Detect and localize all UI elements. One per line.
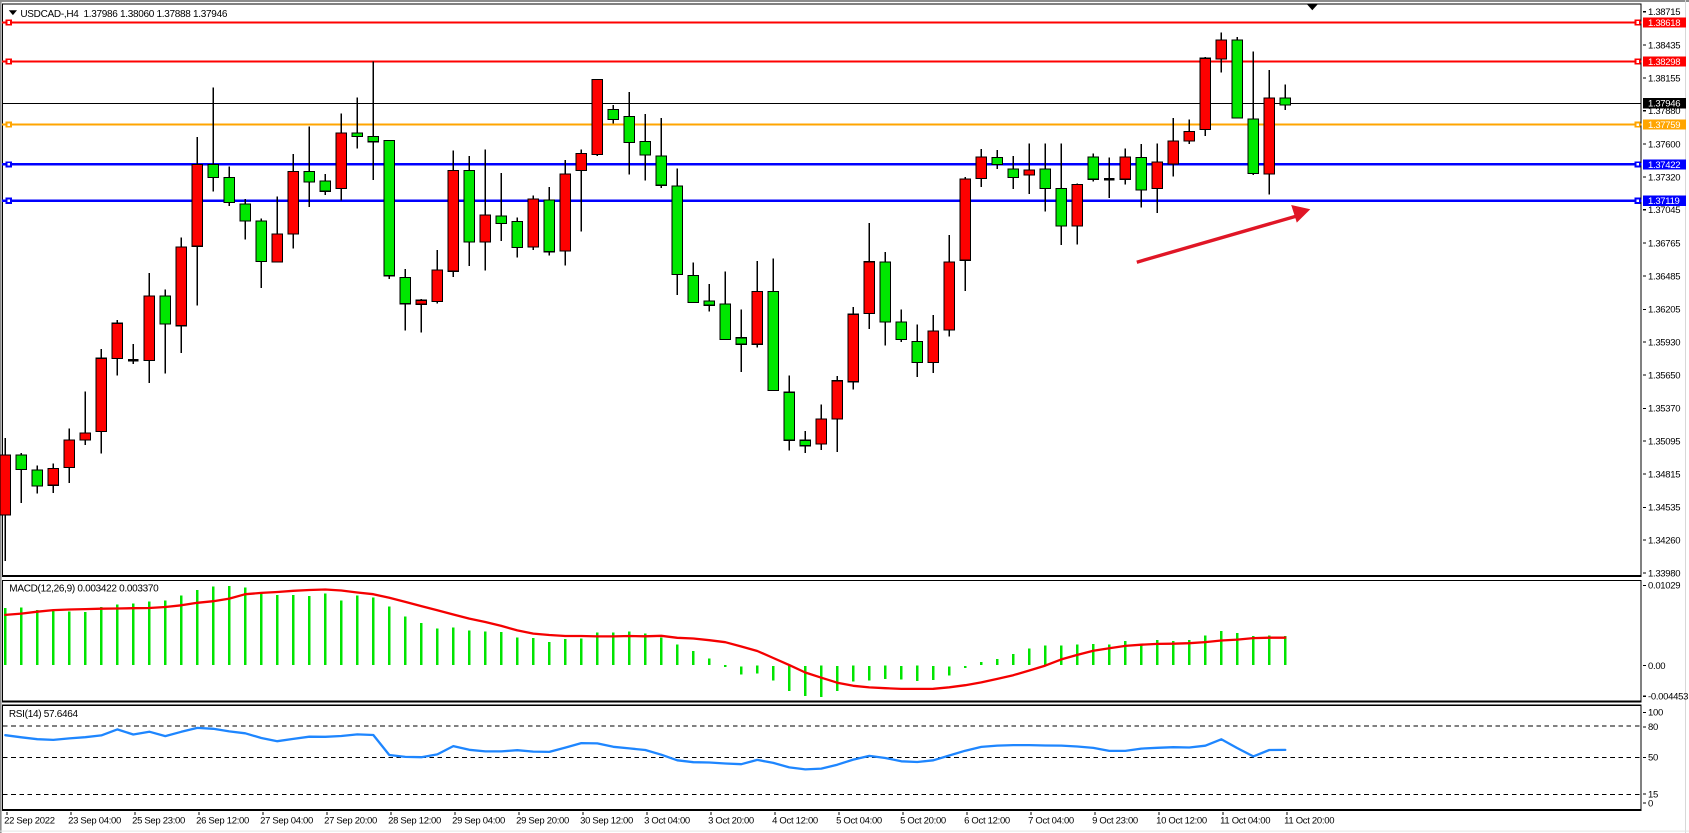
svg-text:1.36765: 1.36765 xyxy=(1648,238,1680,249)
svg-text:1.35930: 1.35930 xyxy=(1648,337,1680,348)
svg-text:10 Oct 12:00: 10 Oct 12:00 xyxy=(1156,815,1207,826)
svg-text:1.38715: 1.38715 xyxy=(1648,7,1680,18)
svg-text:11 Oct 04:00: 11 Oct 04:00 xyxy=(1220,815,1270,826)
svg-text:28 Sep 12:00: 28 Sep 12:00 xyxy=(388,815,441,826)
svg-text:1.34815: 1.34815 xyxy=(1648,470,1680,481)
svg-text:3 Oct 04:00: 3 Oct 04:00 xyxy=(644,815,690,826)
svg-text:1.38618: 1.38618 xyxy=(1648,18,1680,29)
svg-text:5 Oct 04:00: 5 Oct 04:00 xyxy=(836,815,882,826)
svg-text:1.38298: 1.38298 xyxy=(1648,57,1680,68)
svg-text:-0.004453: -0.004453 xyxy=(1648,692,1688,703)
svg-text:USDCAD-,H4 1.37986 1.38060 1.: USDCAD-,H4 1.37986 1.38060 1.37888 1.379… xyxy=(20,9,227,20)
svg-text:25 Sep 23:00: 25 Sep 23:00 xyxy=(132,815,185,826)
svg-text:11 Oct 20:00: 11 Oct 20:00 xyxy=(1284,815,1334,826)
svg-text:1.33980: 1.33980 xyxy=(1648,569,1680,580)
svg-text:30 Sep 12:00: 30 Sep 12:00 xyxy=(580,815,633,826)
svg-text:6 Oct 12:00: 6 Oct 12:00 xyxy=(964,815,1010,826)
svg-text:15: 15 xyxy=(1648,789,1658,800)
svg-text:9 Oct 23:00: 9 Oct 23:00 xyxy=(1092,815,1138,826)
svg-text:4 Oct 12:00: 4 Oct 12:00 xyxy=(772,815,818,826)
svg-text:1.34535: 1.34535 xyxy=(1648,503,1680,514)
svg-text:5 Oct 20:00: 5 Oct 20:00 xyxy=(900,815,946,826)
svg-text:27 Sep 04:00: 27 Sep 04:00 xyxy=(260,815,313,826)
svg-text:26 Sep 12:00: 26 Sep 12:00 xyxy=(196,815,249,826)
svg-text:1.37045: 1.37045 xyxy=(1648,205,1680,216)
svg-text:3 Oct 20:00: 3 Oct 20:00 xyxy=(708,815,754,826)
svg-text:29 Sep 20:00: 29 Sep 20:00 xyxy=(516,815,569,826)
svg-text:100: 100 xyxy=(1648,708,1663,719)
svg-text:23 Sep 04:00: 23 Sep 04:00 xyxy=(68,815,121,826)
svg-text:22 Sep 2022: 22 Sep 2022 xyxy=(4,815,55,826)
svg-text:1.34260: 1.34260 xyxy=(1648,535,1680,546)
svg-text:1.37320: 1.37320 xyxy=(1648,173,1680,184)
svg-text:0.01029: 0.01029 xyxy=(1648,581,1680,592)
svg-text:1.37600: 1.37600 xyxy=(1648,139,1680,150)
svg-text:7 Oct 04:00: 7 Oct 04:00 xyxy=(1028,815,1074,826)
svg-text:1.37759: 1.37759 xyxy=(1648,120,1680,131)
svg-text:1.37119: 1.37119 xyxy=(1648,196,1680,207)
svg-text:1.35095: 1.35095 xyxy=(1648,436,1680,447)
svg-text:50: 50 xyxy=(1648,753,1658,764)
svg-text:1.35370: 1.35370 xyxy=(1648,404,1680,415)
svg-text:0.00: 0.00 xyxy=(1648,661,1665,672)
svg-text:0: 0 xyxy=(1648,798,1653,809)
svg-text:27 Sep 20:00: 27 Sep 20:00 xyxy=(324,815,377,826)
svg-text:1.36485: 1.36485 xyxy=(1648,272,1680,283)
svg-text:1.37946: 1.37946 xyxy=(1648,99,1680,110)
svg-text:RSI(14) 57.6464: RSI(14) 57.6464 xyxy=(9,709,79,720)
svg-text:1.37880: 1.37880 xyxy=(1648,106,1680,117)
svg-text:1.38155: 1.38155 xyxy=(1648,74,1680,85)
svg-text:1.35650: 1.35650 xyxy=(1648,371,1680,382)
svg-text:1.38435: 1.38435 xyxy=(1648,40,1680,51)
svg-text:80: 80 xyxy=(1648,722,1658,733)
svg-text:1.36205: 1.36205 xyxy=(1648,305,1680,316)
svg-text:1.37422: 1.37422 xyxy=(1648,160,1680,171)
svg-text:29 Sep 04:00: 29 Sep 04:00 xyxy=(452,815,505,826)
svg-text:MACD(12,26,9) 0.003422 0.00337: MACD(12,26,9) 0.003422 0.003370 xyxy=(9,583,159,594)
